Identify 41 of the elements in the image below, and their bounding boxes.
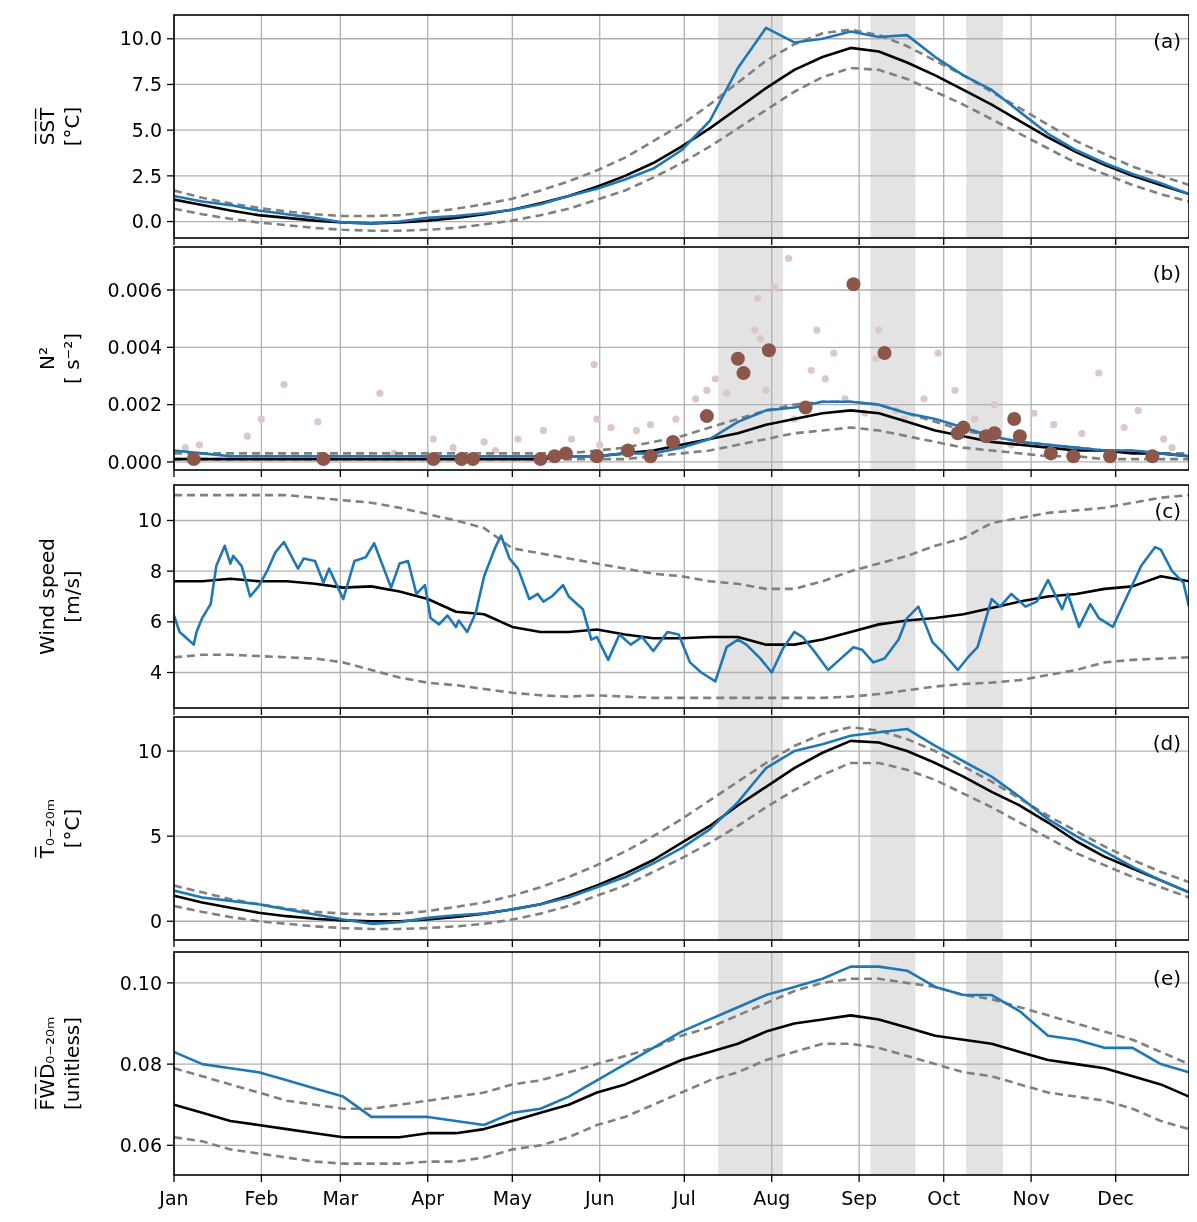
y-tick-label: 0 (149, 909, 162, 932)
y-axis-title: S̅S̅T̅ [°C] (34, 106, 84, 147)
y-tick-label: 0.10 (119, 971, 162, 994)
y-axis-title: Wind speed [m/s] (35, 537, 84, 656)
x-tick-label: Jun (583, 1187, 615, 1209)
y-tick-label: 10 (137, 509, 162, 532)
y-tick-label: 0.004 (107, 335, 162, 358)
y-axis-title: F̅W̅D̅₀₋₂₀ₘ [unitless] (34, 1016, 84, 1111)
x-tick-label: Sep (841, 1187, 878, 1209)
y-tick-label: 0.08 (119, 1052, 162, 1075)
annotation: (b) (1152, 261, 1181, 285)
annotation: (d) (1152, 731, 1181, 755)
x-tick-label: Feb (244, 1187, 279, 1209)
x-tick-label: Nov (1012, 1187, 1050, 1209)
y-tick-label: 0.006 (107, 278, 162, 301)
annotation: (e) (1153, 966, 1181, 990)
y-tick-label: 0.000 (107, 450, 162, 473)
y-tick-label: 2.5 (131, 164, 162, 187)
annotation: (c) (1154, 499, 1181, 523)
x-tick-label: Jul (671, 1187, 696, 1209)
x-tick-label: May (492, 1187, 532, 1209)
x-tick-label: Dec (1097, 1187, 1135, 1209)
y-tick-label: 5.0 (131, 118, 162, 141)
y-axis-title: N² [ s⁻²] (35, 333, 84, 384)
y-tick-label: 8 (149, 559, 162, 582)
y-tick-label: 7.5 (131, 73, 162, 96)
x-tick-label: Apr (411, 1187, 445, 1209)
x-tick-label: Jan (158, 1187, 189, 1209)
y-tick-label: 0.06 (119, 1134, 162, 1156)
y-tick-label: 0.0 (131, 210, 162, 233)
y-tick-label: 5 (149, 824, 162, 847)
annotation: (a) (1153, 29, 1181, 53)
x-tick-label: Aug (753, 1187, 791, 1209)
y-axis-title: T̅₀₋₂₀ₘ [°C] (34, 798, 84, 860)
x-tick-label: Oct (927, 1187, 961, 1209)
y-tick-label: 6 (149, 610, 162, 633)
y-tick-label: 0.002 (107, 393, 162, 416)
y-tick-label: 10 (137, 739, 162, 762)
x-tick-label: Mar (322, 1187, 359, 1209)
y-tick-label: 10.0 (119, 27, 162, 50)
y-tick-label: 4 (149, 661, 162, 684)
